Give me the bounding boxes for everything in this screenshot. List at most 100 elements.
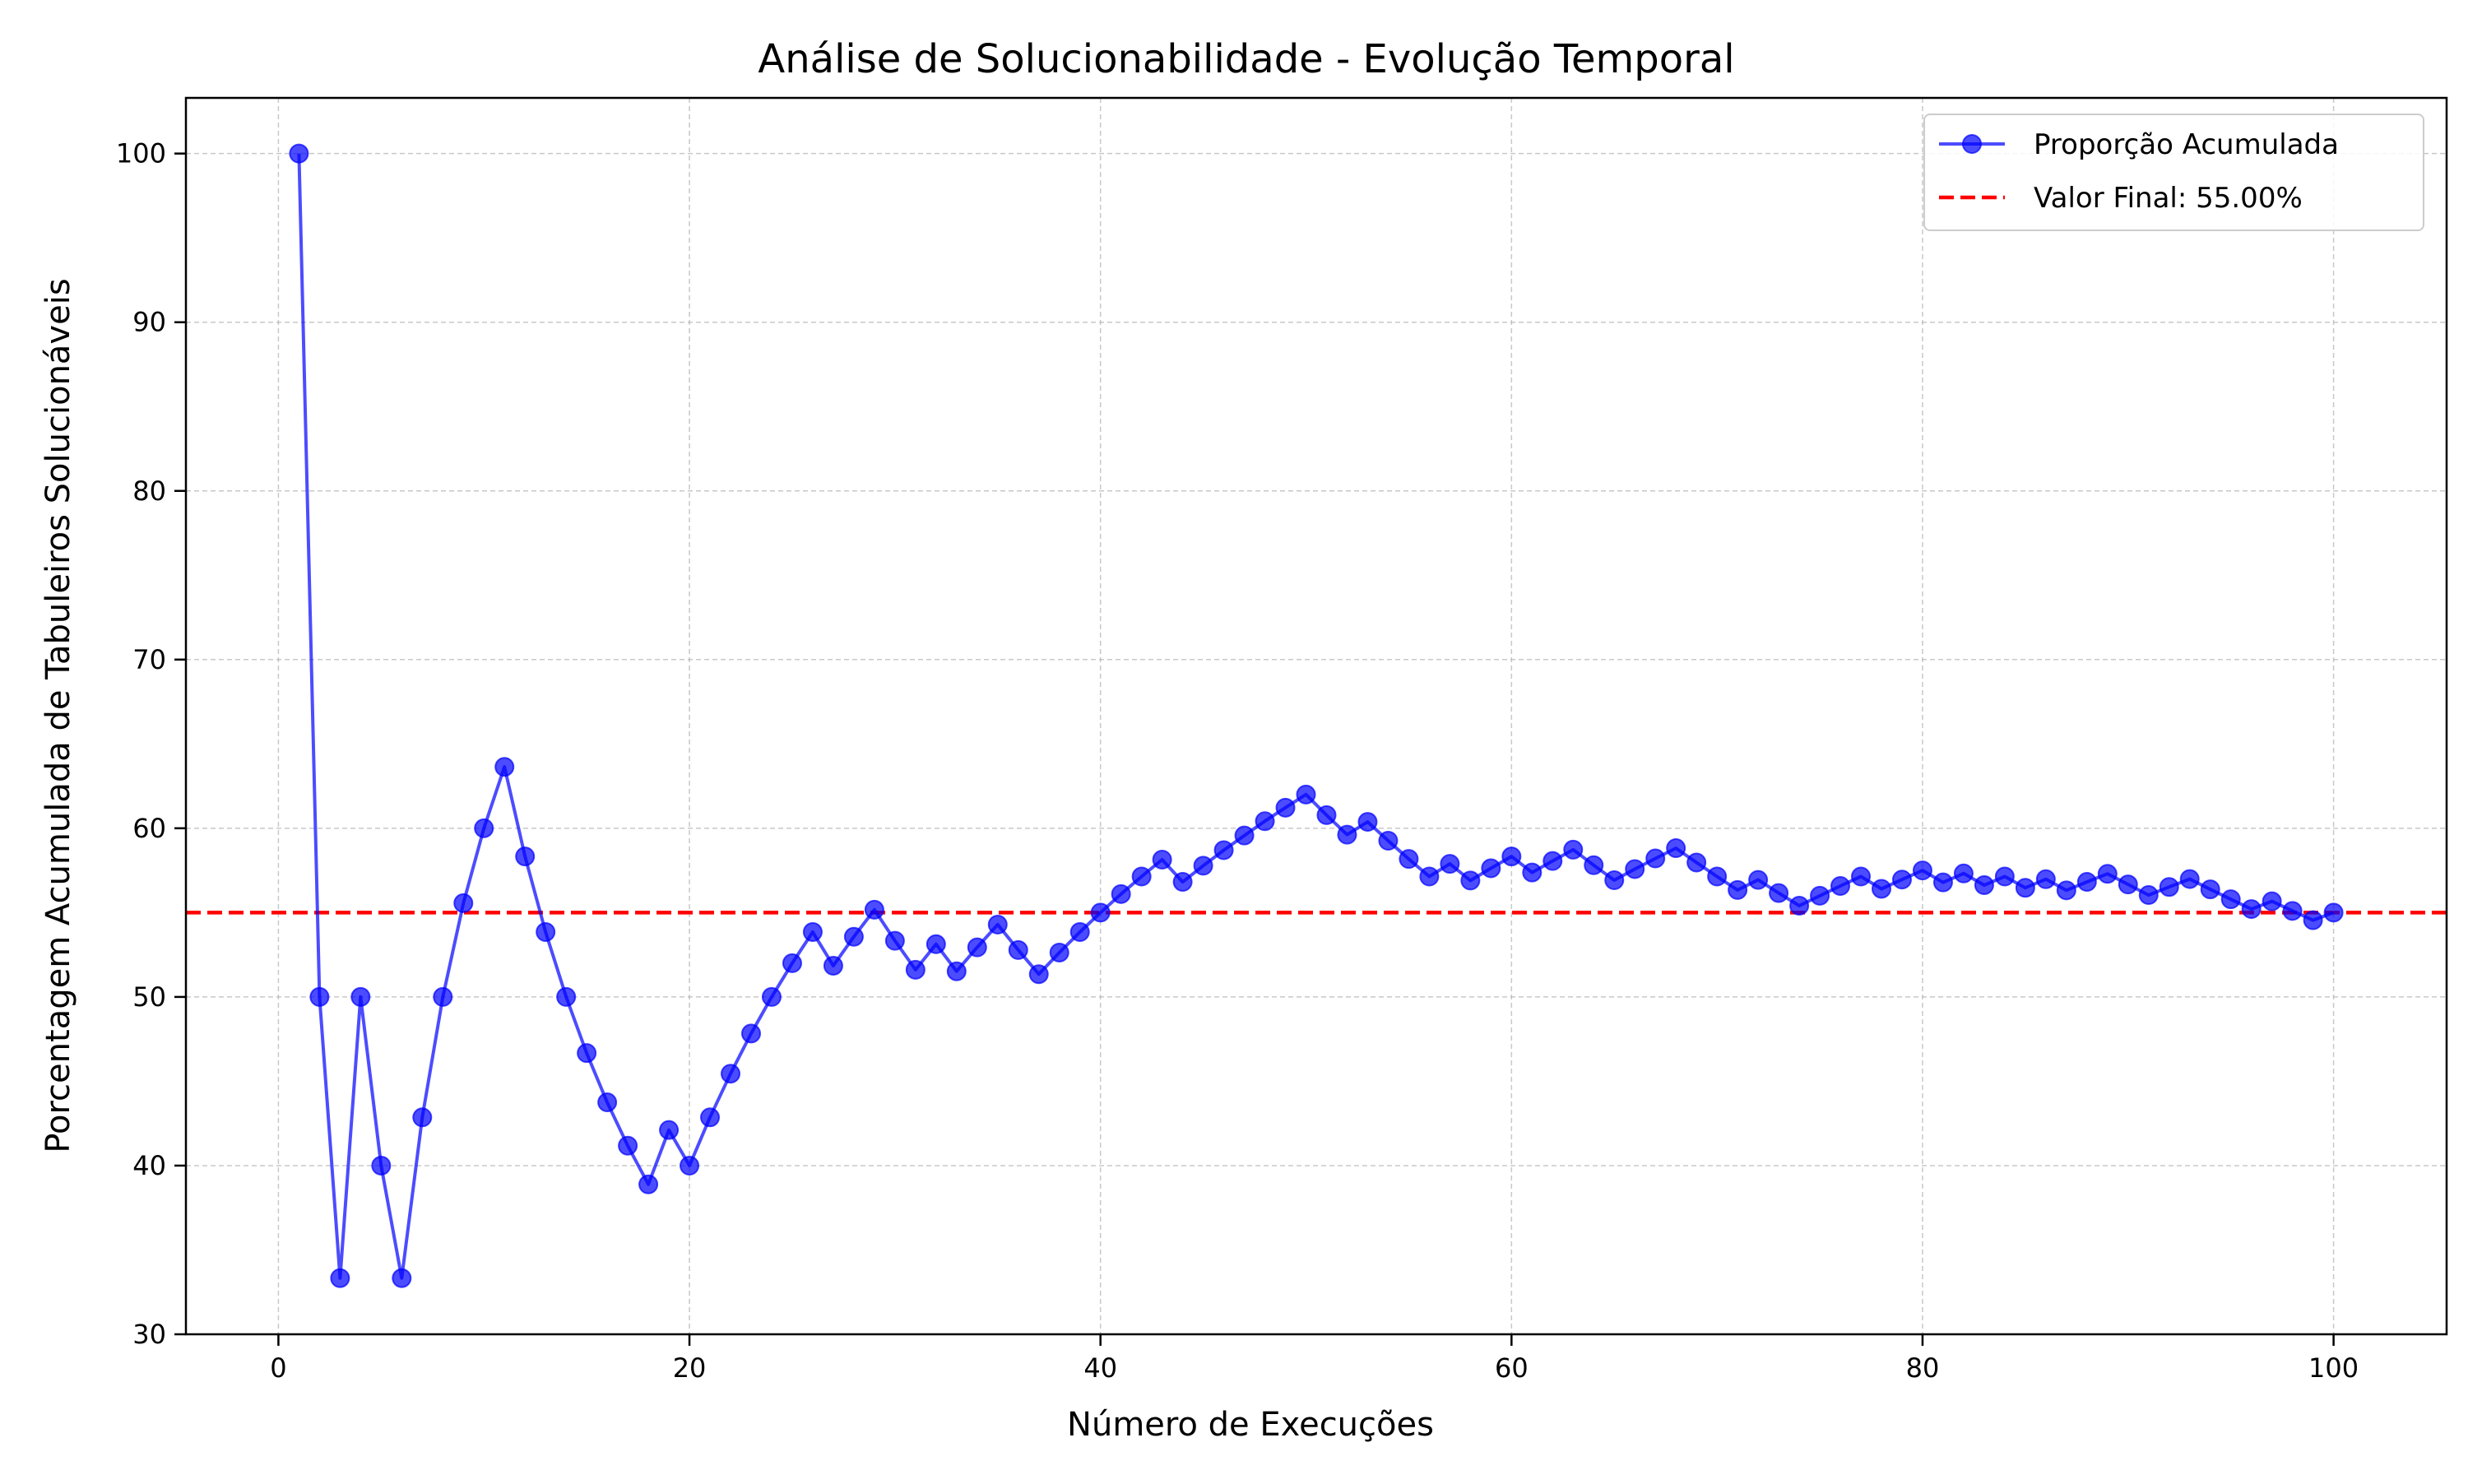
y-tick-label: 80 xyxy=(132,475,166,507)
data-point xyxy=(2035,869,2056,889)
y-axis-label: Porcentagem Acumulada de Tabuleiros Solu… xyxy=(39,278,77,1152)
data-point xyxy=(1584,855,1604,875)
data-point xyxy=(289,143,309,164)
data-point xyxy=(494,757,515,777)
data-point xyxy=(1501,846,1522,867)
data-point xyxy=(1974,874,1994,895)
data-point xyxy=(884,930,905,951)
y-tick-label: 70 xyxy=(132,644,166,675)
chart-title: Análise de Solucionabilidade - Evolução … xyxy=(758,36,1734,82)
data-point xyxy=(926,934,946,954)
data-point xyxy=(1090,902,1111,923)
data-point xyxy=(1357,812,1378,832)
data-point xyxy=(2282,901,2303,921)
data-point xyxy=(1728,879,1748,900)
data-point xyxy=(721,1064,741,1084)
legend-reference-label: Valor Final: 55.00% xyxy=(2034,182,2303,215)
data-point xyxy=(1563,839,1584,860)
data-point xyxy=(802,921,823,942)
data-point xyxy=(1111,883,1131,904)
data-point xyxy=(1028,964,1049,985)
data-point xyxy=(1891,870,1912,890)
data-point xyxy=(536,921,556,942)
data-point xyxy=(1810,885,1830,906)
y-tick-label: 30 xyxy=(132,1319,166,1350)
data-point xyxy=(597,1092,618,1113)
y-tick-label: 60 xyxy=(132,813,166,844)
data-point xyxy=(1193,856,1213,876)
x-tick-label: 100 xyxy=(2308,1352,2359,1384)
data-point xyxy=(1789,895,1810,916)
data-point xyxy=(1994,866,2015,887)
data-point xyxy=(1152,849,1172,870)
data-point xyxy=(453,893,474,913)
legend: Proporção Acumulada Valor Final: 55.00% xyxy=(1923,114,2424,231)
data-point xyxy=(1316,805,1337,825)
data-point xyxy=(1851,866,1872,887)
data-point xyxy=(2220,889,2241,910)
data-point xyxy=(1234,825,1255,846)
data-point xyxy=(987,914,1008,934)
x-tick-label: 60 xyxy=(1495,1352,1529,1384)
x-tick-label: 40 xyxy=(1083,1352,1117,1384)
data-point xyxy=(2262,891,2282,911)
data-point xyxy=(1481,858,1501,879)
data-point xyxy=(2076,872,2097,893)
legend-box xyxy=(1923,114,2424,231)
data-point xyxy=(1953,863,1974,883)
data-point xyxy=(2159,877,2179,897)
data-point xyxy=(1069,921,1090,942)
data-point xyxy=(823,955,843,976)
data-point xyxy=(2200,879,2220,900)
data-point xyxy=(659,1120,680,1140)
data-point xyxy=(864,899,884,920)
x-tick-label: 0 xyxy=(270,1352,286,1384)
data-point xyxy=(1872,879,1891,899)
data-point xyxy=(782,953,802,973)
data-point xyxy=(1830,875,1851,896)
data-point xyxy=(618,1135,638,1156)
data-point xyxy=(433,986,453,1007)
data-point xyxy=(1707,866,1728,887)
data-point xyxy=(392,1268,412,1288)
data-point xyxy=(1131,866,1152,887)
data-point xyxy=(741,1023,761,1044)
data-point xyxy=(2056,880,2076,901)
y-tick-label: 50 xyxy=(132,981,166,1013)
data-point xyxy=(1440,854,1460,874)
legend-series-label: Proporção Acumulada xyxy=(2034,128,2339,161)
data-point xyxy=(1522,862,1542,883)
series-points xyxy=(289,143,2344,1288)
data-point xyxy=(1666,838,1686,859)
data-point xyxy=(2118,874,2138,895)
data-point xyxy=(371,1155,392,1176)
data-point xyxy=(761,986,782,1007)
plot-frame xyxy=(184,96,2448,1336)
data-point xyxy=(1378,831,1399,851)
data-point xyxy=(1049,942,1069,962)
data-point xyxy=(1686,852,1707,873)
legend-series-marker xyxy=(1962,134,1982,154)
data-point xyxy=(556,986,577,1007)
data-point xyxy=(1460,870,1481,891)
series-line xyxy=(297,153,2335,1280)
data-point xyxy=(1008,939,1028,960)
data-point xyxy=(309,986,330,1007)
data-point xyxy=(843,926,864,947)
data-point xyxy=(1337,824,1357,845)
data-point xyxy=(1645,848,1666,869)
grid xyxy=(186,98,2447,1335)
data-point xyxy=(946,961,967,981)
data-point xyxy=(350,986,371,1007)
data-point xyxy=(1172,872,1193,893)
data-point xyxy=(2138,885,2159,906)
data-point xyxy=(1275,797,1296,818)
x-tick-label: 20 xyxy=(673,1352,707,1384)
data-point xyxy=(905,959,926,980)
data-point xyxy=(1255,811,1275,832)
data-point xyxy=(1625,859,1645,879)
x-axis-label: Número de Execuções xyxy=(1067,1406,1434,1444)
